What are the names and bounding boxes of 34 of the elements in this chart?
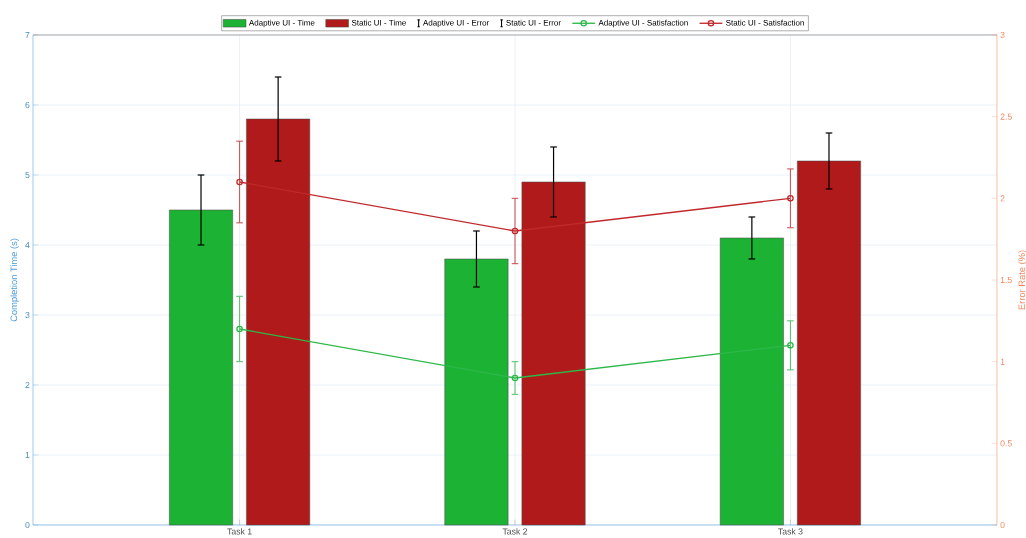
y-tick-label: 2 — [25, 381, 30, 389]
point — [511, 227, 519, 235]
y-tick-label: 6 — [25, 101, 30, 109]
y-tick-label: 1 — [25, 452, 30, 458]
y2-tick-label: 1 — [1000, 358, 1005, 365]
x-tick-label: Task 2 — [502, 528, 528, 535]
bar — [521, 181, 586, 526]
x-tick-label: Task 3 — [778, 528, 803, 535]
legend-label: Static UI - Time — [351, 19, 406, 26]
bar — [444, 258, 509, 526]
y-tick-label: 7 — [25, 32, 30, 38]
y2-tick-label: 2.5 — [1000, 113, 1012, 120]
legend-label: Static UI - Error — [506, 19, 561, 26]
x-tick-label: Task 1 — [227, 528, 252, 535]
legend-label: Static UI - Satisfaction — [726, 19, 804, 26]
y2-tick-label: 0 — [1000, 521, 1005, 529]
y-axis-title: Completion Time (s) — [10, 238, 19, 322]
legend-label: Adaptive UI - Satisfaction — [598, 19, 688, 28]
bar — [719, 237, 784, 526]
bar — [246, 118, 311, 526]
y-tick-label: 4 — [25, 242, 30, 248]
y2-axis-title: Error Rate (%) — [1018, 250, 1026, 310]
y-tick-label: 3 — [25, 311, 30, 319]
y2-tick-label: 1.5 — [1000, 276, 1012, 284]
y-tick-label: 5 — [25, 171, 30, 179]
bar — [797, 160, 861, 526]
legend-label: Adaptive UI - Error — [423, 19, 490, 28]
bar — [169, 209, 233, 526]
y2-tick-label: 3 — [1000, 31, 1005, 39]
legend-label: Adaptive UI - Time — [248, 19, 315, 28]
y-tick-label: 0 — [25, 521, 30, 529]
y2-tick-label: 0.5 — [1000, 440, 1012, 447]
point — [511, 374, 519, 382]
y2-tick-label: 2 — [1000, 195, 1005, 202]
